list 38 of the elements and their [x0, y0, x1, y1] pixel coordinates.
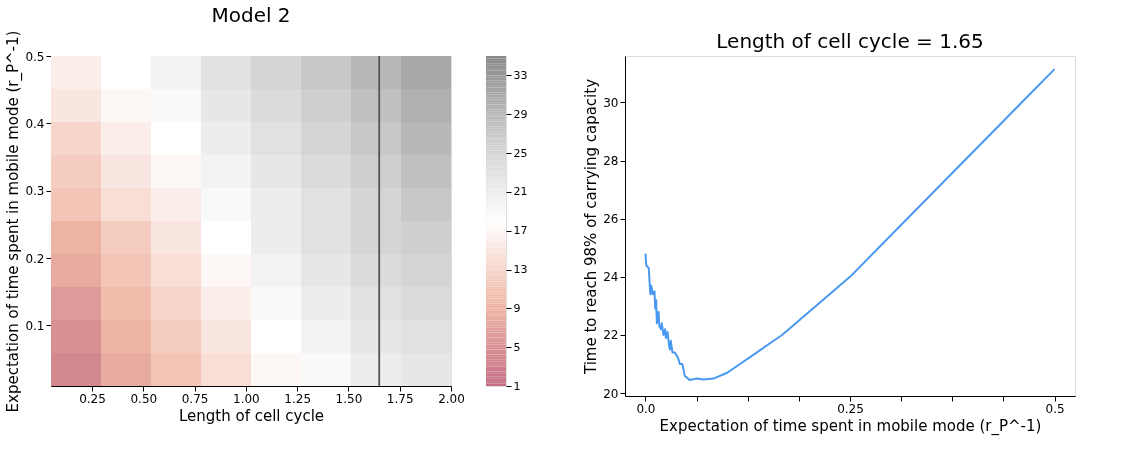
- x-tick-label: 1.75: [386, 391, 414, 406]
- color-bar-label: 9: [513, 301, 521, 315]
- y-tick-label: 0.3: [25, 184, 45, 199]
- color-bar-label: 17: [513, 224, 528, 238]
- x-tick-label: 0.5: [1045, 401, 1065, 416]
- y-tick-label: 24: [603, 270, 619, 285]
- y-tick-label: 28: [603, 154, 619, 169]
- x-tick-label: 0.75: [181, 391, 209, 406]
- color-bar-label: 29: [513, 107, 528, 121]
- x-tick-label: 0.25: [837, 401, 864, 416]
- x-tick-label: 0.0: [636, 401, 656, 416]
- y-tick-label: 22: [603, 328, 619, 343]
- y-tick-label: 0.5: [25, 49, 45, 64]
- x-axis-title: Expectation of time spent in mobile mode (r_P^-1): [659, 416, 1042, 436]
- y-tick-label: 0.4: [25, 116, 45, 131]
- x-tick-label: 1.25: [284, 391, 312, 406]
- color-bar-label: 33: [513, 68, 528, 82]
- y-tick-label: 0.2: [25, 251, 45, 266]
- x-axis-title: Length of cell cycle: [178, 406, 325, 425]
- y-tick-label: 20: [603, 386, 619, 401]
- x-tick-label: 0.50: [130, 391, 158, 406]
- y-axis-title: Time to reach 98% of carrying capacity: [582, 78, 601, 376]
- chart-title: Model 2: [211, 3, 291, 28]
- x-tick-label: 1.00: [233, 391, 260, 406]
- x-tick-label: 2.00: [438, 391, 465, 406]
- y-tick-label: 26: [603, 212, 619, 227]
- line-series: [644, 68, 1056, 382]
- color-bar-label: 13: [513, 263, 528, 277]
- chart-title: Length of cell cycle = 1.65: [716, 29, 984, 53]
- y-tick-label: 0.1: [25, 318, 45, 333]
- y-axis-title: Expectation of time spent in mobile mode (r_P^-1): [4, 30, 24, 413]
- x-tick-label: 1.50: [335, 391, 363, 406]
- x-tick-label: 0.25: [79, 391, 106, 406]
- color-bar-label: 5: [513, 340, 521, 354]
- color-bar-label: 21: [513, 185, 528, 199]
- color-bar-label: 25: [513, 146, 528, 160]
- y-tick-label: 30: [603, 96, 619, 110]
- color-bar-label: 1: [513, 379, 521, 393]
